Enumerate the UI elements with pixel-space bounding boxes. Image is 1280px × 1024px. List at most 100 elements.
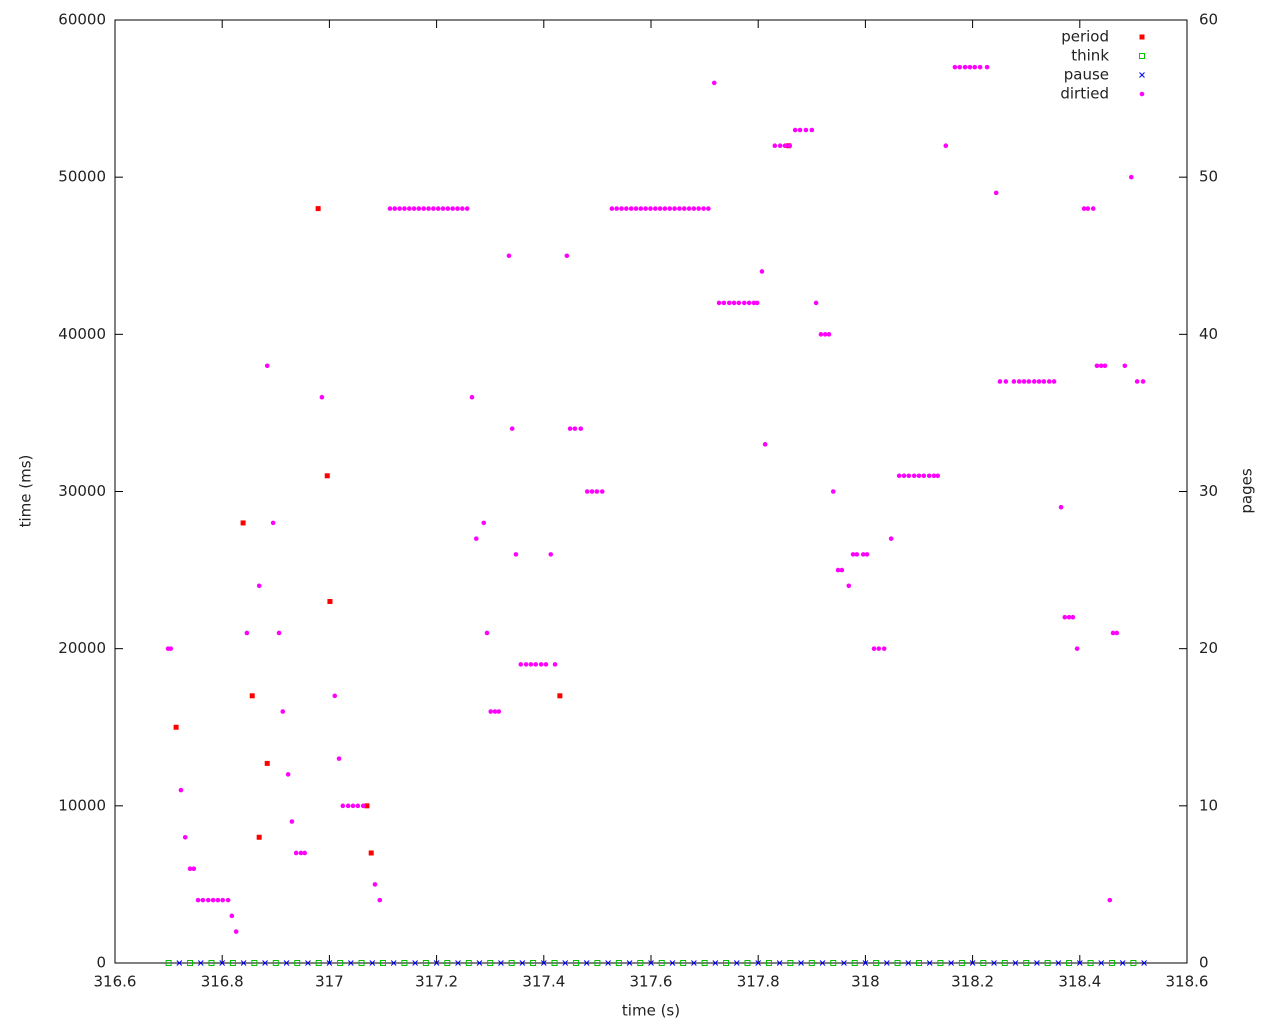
point xyxy=(803,127,809,133)
point xyxy=(926,960,933,966)
point xyxy=(835,567,841,573)
point xyxy=(285,772,291,777)
x-tick-label: 317 xyxy=(315,973,344,991)
point xyxy=(455,960,461,966)
point xyxy=(896,473,902,479)
point xyxy=(916,473,922,479)
point xyxy=(1098,960,1105,966)
point xyxy=(818,332,824,337)
point xyxy=(1026,379,1032,384)
point xyxy=(638,206,644,211)
point xyxy=(426,206,431,211)
point xyxy=(1140,379,1146,384)
point xyxy=(1128,174,1134,180)
point xyxy=(962,64,968,70)
point xyxy=(721,300,727,306)
point xyxy=(319,394,325,400)
point xyxy=(249,693,255,699)
point xyxy=(572,960,579,966)
point xyxy=(401,960,408,966)
point xyxy=(1046,379,1052,384)
point xyxy=(701,206,706,211)
point xyxy=(390,960,397,966)
y-tick-label: 60000 xyxy=(58,11,106,29)
point xyxy=(264,363,270,369)
point xyxy=(1003,379,1009,384)
point xyxy=(841,960,847,966)
point xyxy=(667,206,673,211)
point xyxy=(402,206,407,211)
point xyxy=(538,662,544,667)
point xyxy=(691,206,697,211)
point xyxy=(168,646,174,651)
point xyxy=(787,143,793,149)
point xyxy=(416,206,422,211)
point xyxy=(450,206,455,211)
point xyxy=(797,127,803,133)
point xyxy=(723,960,730,966)
point xyxy=(1001,960,1008,966)
point xyxy=(240,520,246,526)
point xyxy=(648,960,654,966)
point xyxy=(200,897,206,903)
point xyxy=(1031,379,1037,384)
point xyxy=(839,567,845,573)
point xyxy=(533,662,539,667)
x-tick-label: 318.4 xyxy=(1058,973,1101,991)
x-tick-label: 317.2 xyxy=(415,973,458,991)
point xyxy=(225,897,231,903)
point xyxy=(364,803,370,809)
point xyxy=(813,300,819,306)
x-tick-label: 317.8 xyxy=(737,973,780,991)
point xyxy=(1108,960,1115,966)
point xyxy=(332,693,338,699)
point xyxy=(476,960,483,966)
point xyxy=(809,127,815,133)
point xyxy=(883,960,890,966)
point xyxy=(633,206,639,211)
point xyxy=(905,960,912,966)
point xyxy=(492,709,498,714)
point xyxy=(191,866,197,871)
y2-tick-label: 30 xyxy=(1199,482,1218,500)
y-tick-label: 10000 xyxy=(58,796,106,814)
point xyxy=(562,960,569,966)
point xyxy=(1066,960,1073,966)
y2-axis-label: pages xyxy=(1238,468,1256,513)
point xyxy=(609,206,615,211)
point xyxy=(1130,960,1137,966)
legend-label: dirtied xyxy=(1060,85,1109,103)
point xyxy=(578,426,584,431)
point xyxy=(787,960,794,966)
point xyxy=(643,206,648,211)
point xyxy=(272,960,279,966)
point xyxy=(943,143,949,149)
point xyxy=(187,960,194,966)
legend-marker xyxy=(1139,53,1145,59)
point xyxy=(759,269,765,274)
point xyxy=(830,489,836,494)
point xyxy=(854,552,860,557)
point xyxy=(473,536,479,541)
point xyxy=(584,489,590,494)
point xyxy=(1087,960,1094,966)
point xyxy=(337,960,344,966)
point xyxy=(991,960,997,966)
point xyxy=(431,206,436,211)
point xyxy=(599,489,605,494)
point xyxy=(662,206,668,211)
legend-label: think xyxy=(1071,47,1109,65)
point xyxy=(873,960,880,966)
point xyxy=(637,960,644,966)
point xyxy=(484,630,490,636)
point xyxy=(519,960,526,966)
point xyxy=(605,960,611,966)
point xyxy=(594,489,600,494)
y2-tick-label: 50 xyxy=(1199,168,1218,186)
y-tick-label: 40000 xyxy=(58,325,106,343)
point xyxy=(657,206,663,211)
point xyxy=(1036,379,1042,384)
point xyxy=(624,206,629,211)
x-axis-label: time (s) xyxy=(622,1002,680,1020)
